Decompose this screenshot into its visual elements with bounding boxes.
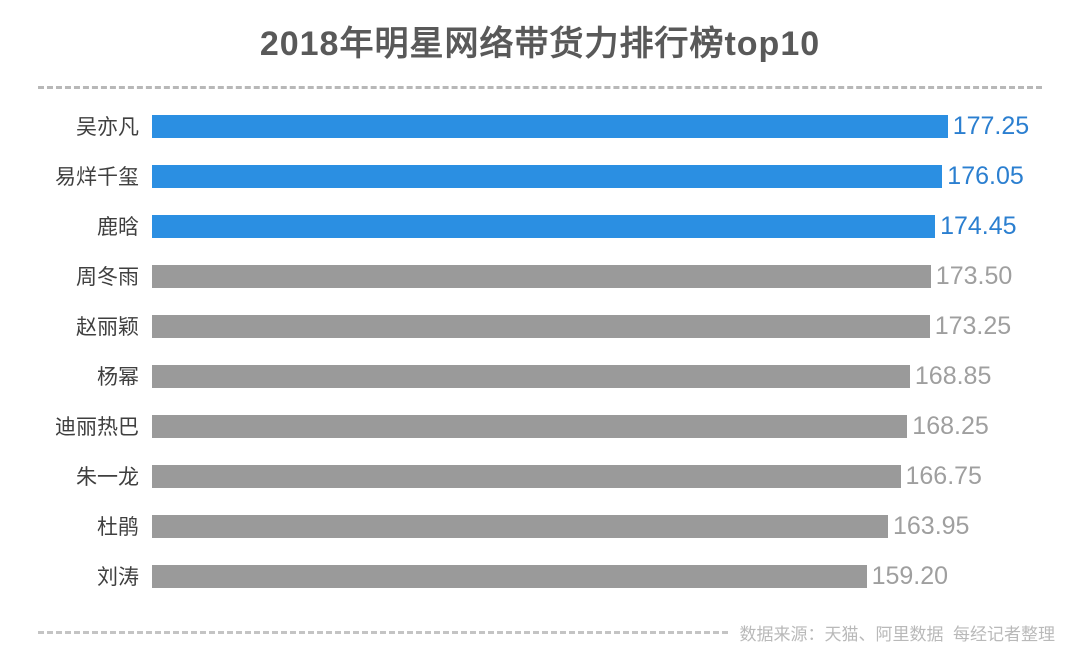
value-label: 173.50: [935, 261, 1013, 290]
value-label: 168.25: [912, 411, 989, 440]
bar-row: 杨幂 168.85: [40, 351, 1040, 401]
value-label: 177.25: [952, 111, 1030, 140]
bar-chart: 吴亦凡 177.25 易烊千玺 176.05 鹿晗 174.45 周冬雨 173.50 赵丽颖 1…: [40, 101, 1040, 601]
category-label: 刘涛: [97, 566, 139, 589]
footer: 数据来源：天猫、阿里数据 每经记者整理: [38, 620, 1055, 645]
value-label: 159.20: [871, 561, 949, 590]
bar-row: 刘涛 159.20: [40, 551, 1040, 601]
bar: [152, 264, 931, 288]
value-label: 173.25: [934, 311, 1012, 340]
bar-row: 赵丽颖 173.25: [40, 301, 1040, 351]
category-label: 鹿晗: [97, 216, 139, 239]
bar: [152, 414, 908, 438]
bar: [152, 164, 943, 188]
category-label: 易烊千玺: [55, 166, 139, 189]
category-label: 杨幂: [97, 366, 139, 389]
category-label: 朱一龙: [76, 466, 139, 489]
footer-divider: [38, 631, 728, 634]
bar: [152, 364, 910, 388]
value-label: 176.05: [947, 161, 1024, 190]
bar: [152, 514, 888, 538]
category-label: 迪丽热巴: [55, 416, 139, 439]
bar-row: 易烊千玺 176.05: [40, 151, 1040, 201]
bar-row: 迪丽热巴 168.25: [40, 401, 1040, 451]
bar-row: 朱一龙 166.75: [40, 451, 1040, 501]
bar: [152, 114, 948, 138]
bar: [152, 564, 867, 588]
bar-rows: 吴亦凡 177.25 易烊千玺 176.05 鹿晗 174.45 周冬雨 173.50 赵丽颖 1…: [40, 101, 1040, 601]
bar: [152, 214, 936, 238]
bar-row: 杜鹃 163.95: [40, 501, 1040, 551]
bar-row: 鹿晗 174.45: [40, 201, 1040, 251]
value-label: 174.45: [940, 211, 1017, 240]
category-label: 赵丽颖: [76, 316, 139, 339]
chart-title: 2018年明星网络带货力排行榜top10: [259, 25, 821, 63]
data-source-note: 数据来源：天猫、阿里数据 每经记者整理: [739, 625, 1055, 644]
category-label: 吴亦凡: [76, 116, 139, 139]
value-label: 166.75: [905, 461, 982, 490]
top-divider: [38, 86, 1042, 89]
value-label: 163.95: [893, 511, 970, 540]
bar: [152, 464, 901, 488]
bar: [152, 314, 930, 338]
bar-row: 周冬雨 173.50: [40, 251, 1040, 301]
category-label: 杜鹃: [97, 516, 139, 539]
value-label: 168.85: [914, 361, 992, 390]
bar-row: 吴亦凡 177.25: [40, 101, 1040, 151]
category-label: 周冬雨: [76, 266, 139, 289]
